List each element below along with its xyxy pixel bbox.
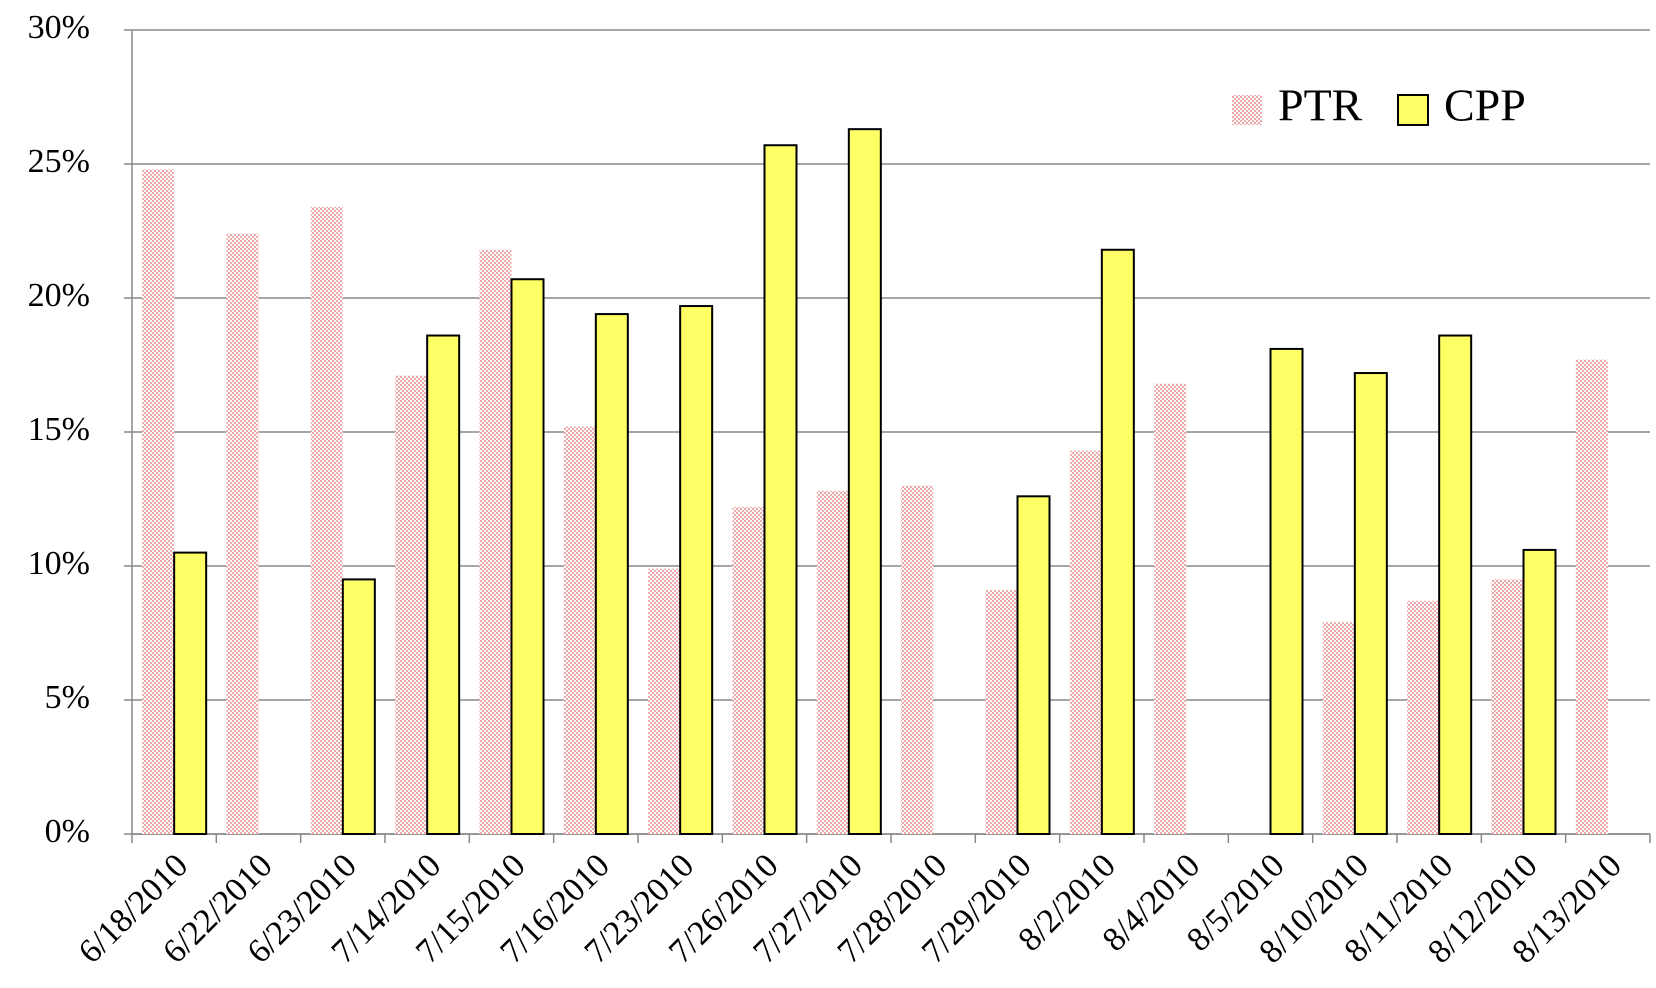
bar: [510, 278, 545, 835]
bar: [1522, 548, 1557, 835]
bar: [985, 590, 1018, 834]
legend-label: CPP: [1444, 80, 1526, 131]
legend-swatch: [1397, 94, 1429, 126]
bar: [1322, 622, 1355, 834]
bar: [679, 305, 714, 836]
bar: [426, 334, 461, 835]
bar: [1575, 359, 1608, 834]
y-tick-label: 20%: [28, 277, 90, 314]
y-tick-label: 10%: [28, 545, 90, 582]
bar: [1491, 579, 1524, 834]
bar: [563, 426, 596, 834]
bar: [847, 128, 882, 836]
bar: [1269, 347, 1304, 835]
bar: [1100, 248, 1135, 835]
y-tick-label: 25%: [28, 143, 90, 180]
bar: [732, 507, 765, 834]
bar: [594, 313, 629, 835]
y-tick-label: 30%: [28, 9, 90, 46]
bar: [816, 490, 849, 834]
bar: [901, 485, 934, 834]
y-tick-label: 5%: [45, 679, 90, 716]
bar: [479, 249, 512, 834]
bar: [1069, 450, 1102, 834]
bar: [763, 144, 798, 836]
y-tick-label: 0%: [45, 813, 90, 850]
legend-swatch: [1232, 95, 1262, 125]
bar: [173, 551, 208, 835]
bar: [1438, 334, 1473, 835]
legend-label: PTR: [1278, 80, 1363, 131]
bar: [1016, 495, 1051, 835]
bar: [648, 568, 681, 834]
bar: [1353, 372, 1388, 835]
bar: [1407, 600, 1440, 834]
bar: [395, 375, 428, 834]
bar: [142, 169, 175, 835]
bar: [341, 578, 376, 836]
bar: [226, 233, 259, 834]
y-tick-label: 15%: [28, 411, 90, 448]
bar: [310, 206, 343, 834]
bar: [1154, 383, 1187, 834]
